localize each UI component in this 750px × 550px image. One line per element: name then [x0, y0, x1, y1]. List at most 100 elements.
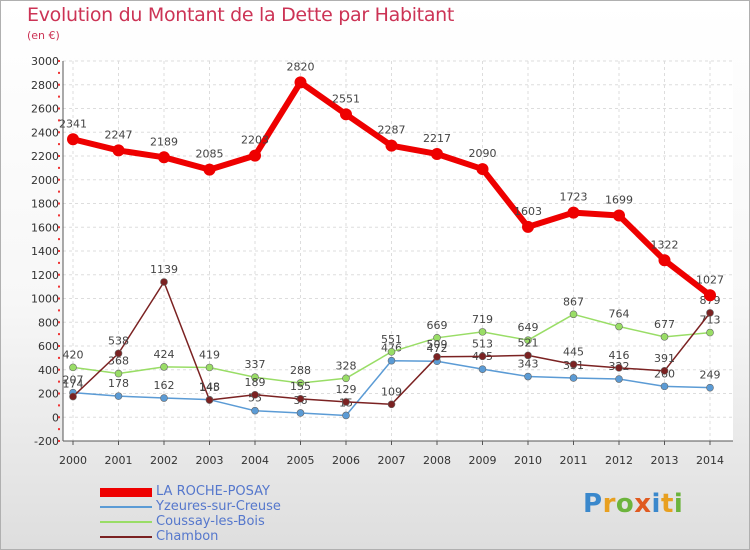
logo-letter: t — [660, 489, 674, 519]
y-axis-marker — [58, 285, 60, 288]
x-tick-label: 2009 — [469, 454, 497, 467]
data-point — [569, 310, 578, 319]
y-tick-label: 2800 — [31, 79, 59, 92]
data-label: 1699 — [605, 193, 633, 206]
logo-letter: i — [673, 489, 684, 519]
y-axis-marker — [58, 202, 60, 205]
data-point — [706, 309, 714, 317]
data-point — [431, 147, 443, 160]
logo-letter: P — [583, 489, 603, 519]
y-axis-marker — [58, 297, 60, 300]
x-tick-label: 2013 — [651, 454, 679, 467]
data-label: 719 — [472, 313, 493, 326]
data-label: 509 — [427, 338, 448, 351]
data-point — [296, 409, 305, 417]
y-axis-marker — [58, 273, 60, 276]
data-label: 1603 — [514, 205, 542, 218]
data-point — [387, 348, 396, 356]
y-axis-marker — [58, 119, 60, 122]
data-point — [249, 149, 261, 162]
y-axis-marker — [58, 60, 60, 62]
data-point — [294, 76, 307, 89]
data-label: 416 — [609, 349, 630, 362]
y-axis-marker — [58, 356, 60, 359]
data-point — [251, 391, 259, 399]
y-axis-marker — [58, 309, 60, 312]
data-point — [569, 374, 578, 382]
data-label: 2085 — [196, 148, 224, 161]
data-point — [69, 392, 77, 401]
legend-label: Yzeures-sur-Creuse — [156, 499, 281, 514]
data-label: 109 — [381, 385, 402, 398]
data-point — [615, 322, 623, 331]
data-label: 420 — [63, 348, 84, 361]
y-axis-marker — [58, 368, 60, 371]
data-label: 207 — [63, 374, 84, 387]
data-label: 649 — [518, 321, 539, 334]
x-tick-label: 2004 — [241, 454, 269, 467]
data-point — [433, 353, 441, 361]
x-tick-label: 2005 — [287, 454, 315, 467]
y-tick-label: 2600 — [31, 103, 59, 116]
data-label: 1723 — [560, 191, 588, 204]
data-label: 2247 — [105, 128, 133, 141]
data-point — [114, 392, 123, 400]
data-point — [296, 379, 305, 387]
y-axis-marker — [58, 404, 60, 407]
y-tick-label: 400 — [38, 364, 59, 377]
data-point — [296, 395, 305, 403]
data-label: 521 — [518, 336, 539, 349]
data-point — [433, 334, 441, 342]
data-point — [112, 144, 125, 157]
data-label: 424 — [154, 348, 175, 361]
y-axis-marker — [58, 178, 60, 181]
y-axis-marker — [58, 250, 60, 252]
y-axis-marker — [58, 107, 60, 110]
x-tick-label: 2014 — [696, 454, 724, 467]
logo-letter: i — [651, 489, 661, 519]
data-label: 513 — [472, 337, 493, 350]
y-axis-marker — [58, 226, 60, 229]
data-point — [476, 163, 489, 176]
data-label: 551 — [381, 333, 402, 346]
y-tick-label: 3000 — [31, 55, 59, 68]
data-label: 445 — [563, 345, 584, 358]
data-label: 538 — [108, 334, 129, 347]
legend-swatch — [100, 521, 152, 523]
data-point — [67, 133, 79, 146]
data-point — [660, 382, 669, 391]
data-point — [615, 364, 623, 372]
data-point — [478, 328, 487, 336]
data-point — [205, 363, 214, 372]
data-point — [160, 278, 168, 286]
chart-subtitle: (en €) — [27, 29, 60, 42]
chart-title: Evolution du Montant de la Dette par Hab… — [27, 4, 455, 26]
y-tick-label: 1800 — [31, 198, 59, 211]
data-label: 162 — [154, 379, 175, 392]
x-tick-label: 2010 — [514, 454, 542, 467]
x-tick-label: 2002 — [150, 454, 178, 467]
y-axis-marker — [58, 428, 60, 431]
data-point — [342, 374, 350, 383]
y-tick-label: 600 — [38, 340, 59, 353]
legend-swatch — [100, 487, 152, 497]
x-tick-label: 2001 — [105, 454, 133, 467]
data-label: 178 — [108, 377, 129, 390]
data-point — [205, 396, 214, 404]
y-tick-label: 2200 — [31, 150, 59, 163]
data-label: 2189 — [150, 135, 178, 148]
legend-label: Coussay-les-Bois — [156, 514, 265, 529]
y-tick-label: 1600 — [31, 221, 59, 234]
data-label: 1322 — [651, 238, 679, 251]
x-tick-label: 2008 — [423, 454, 451, 467]
data-label: 1027 — [696, 273, 724, 286]
data-point — [387, 356, 396, 365]
logo-letter: o — [615, 489, 635, 519]
y-tick-label: 1000 — [31, 293, 59, 306]
data-point — [114, 369, 123, 378]
data-point — [387, 400, 396, 409]
y-axis-marker — [58, 71, 60, 74]
data-label: 764 — [609, 308, 630, 321]
y-axis-marker — [58, 392, 60, 395]
data-label: 419 — [199, 348, 220, 361]
